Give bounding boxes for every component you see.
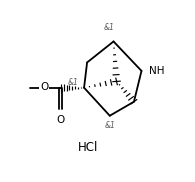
Text: HCl: HCl [78, 141, 98, 154]
Text: &1: &1 [104, 121, 115, 130]
Text: &1: &1 [67, 78, 78, 87]
Text: O: O [40, 82, 48, 92]
Text: &1: &1 [104, 23, 114, 32]
Text: O: O [57, 115, 65, 125]
Text: NH: NH [149, 66, 164, 76]
